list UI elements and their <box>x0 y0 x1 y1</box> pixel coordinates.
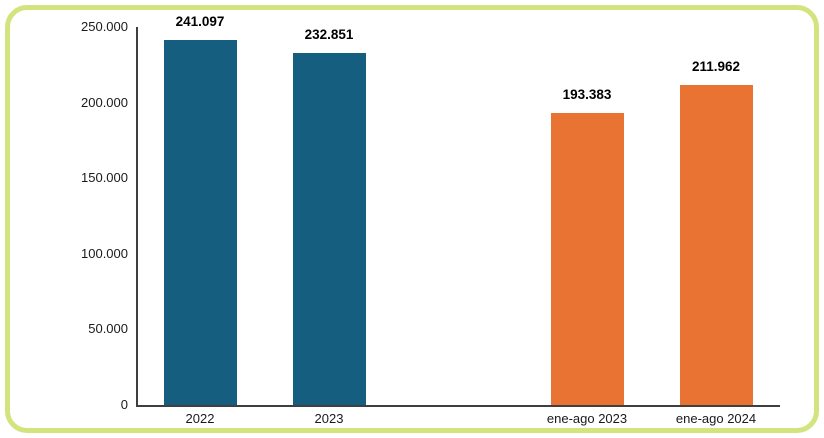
x-category-label: ene-ago 2023 <box>546 411 628 426</box>
bar-value-label: 232.851 <box>304 26 354 42</box>
y-tick-label: 50.000 <box>88 321 128 337</box>
x-category-label: ene-ago 2024 <box>675 411 757 426</box>
y-axis-line <box>136 27 138 407</box>
y-tick-label: 150.000 <box>81 170 128 186</box>
bar-ene-ago-2024 <box>679 84 753 405</box>
y-tick-label: 100.000 <box>81 245 128 261</box>
bar-2023 <box>292 52 366 405</box>
y-tick-label: 0 <box>120 397 128 412</box>
bar-value-label: 211.962 <box>691 58 741 74</box>
bar-ene-ago-2023 <box>550 112 624 405</box>
bar-2022 <box>163 40 237 405</box>
bar-value-label: 193.383 <box>562 86 612 102</box>
x-category-label: 2023 <box>314 411 344 426</box>
x-category-label: 2022 <box>185 411 215 426</box>
y-tick-label: 200.000 <box>81 94 128 110</box>
y-tick-label: 250.000 <box>81 19 128 34</box>
x-axis-line <box>136 405 780 407</box>
bar-value-label: 241.097 <box>175 14 225 30</box>
